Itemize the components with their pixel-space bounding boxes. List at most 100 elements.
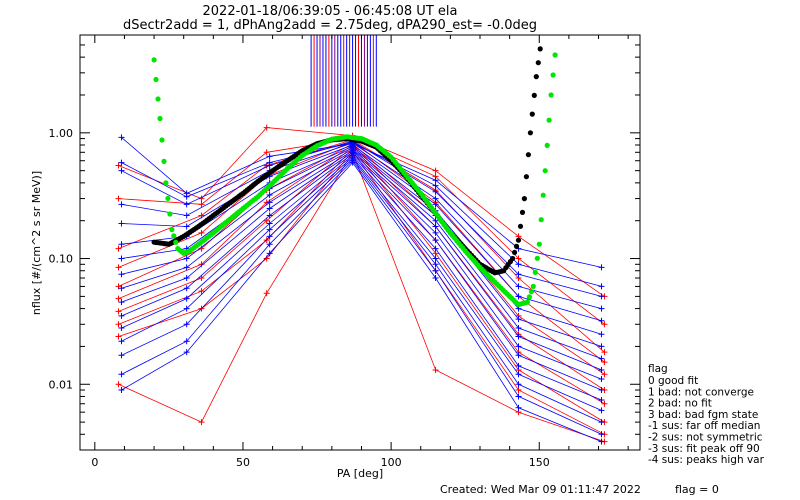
red-profile-point <box>115 321 122 328</box>
green-fit-dot <box>546 117 552 123</box>
blue-profile-point <box>432 217 439 224</box>
blue-profile-point <box>349 159 356 166</box>
green-fit-dot <box>530 283 536 289</box>
red-profile-point <box>115 333 122 340</box>
blue-profile-point <box>183 338 190 345</box>
red-profile-point <box>115 295 122 302</box>
blue-profile-point <box>266 205 273 212</box>
black-fit-dot <box>523 174 530 180</box>
plot-frame <box>79 34 641 451</box>
red-profile-point <box>601 371 608 378</box>
blue-profile-point <box>515 343 522 350</box>
x-tick-label: 0 <box>91 456 98 469</box>
green-fit-dot <box>155 96 161 102</box>
blue-profile-point <box>183 255 190 262</box>
legend-entry: 2 bad: no fit <box>648 398 712 410</box>
blue-profile-point <box>266 212 273 219</box>
green-fit-dot <box>173 239 179 245</box>
red-profile-point <box>432 366 439 373</box>
blue-profile-point <box>598 407 605 414</box>
green-fit-dot <box>151 57 157 63</box>
blue-profile-point <box>515 404 522 411</box>
blue-profile-point <box>183 201 190 208</box>
chart-title: 2022-01-18/06:39:05 - 06:45:08 UT ela <box>203 4 458 19</box>
green-fit-dot <box>542 168 548 174</box>
red-profile-point <box>601 359 608 366</box>
green-fit-dot <box>153 76 159 83</box>
y-axis-label: nflux [#/(cm^2 s sr MeV)] <box>30 171 43 315</box>
blue-profile-point <box>598 305 605 312</box>
blue-profile-point <box>598 343 605 350</box>
flag-value: flag = 0 <box>675 483 719 496</box>
black-fit-dot <box>531 92 537 98</box>
red-profile-point <box>515 255 522 262</box>
red-profile-point <box>263 149 270 156</box>
y-tick-label: 1.00 <box>49 127 74 140</box>
black-fit-dot <box>515 237 522 243</box>
red-profile-point <box>263 124 270 131</box>
blue-profile-point <box>432 229 439 236</box>
blue-profile-point <box>598 438 605 445</box>
x-tick-label: 100 <box>381 456 402 469</box>
blue-profile-point <box>118 241 125 248</box>
legend-entry: -4 sus: peaks high var <box>648 454 765 466</box>
blue-profile-point <box>432 245 439 252</box>
blue-profile-point <box>183 193 190 200</box>
green-fit-dot <box>544 142 550 148</box>
blue-profile-point <box>432 188 439 195</box>
blue-profile-point <box>515 371 522 378</box>
blue-profile-point <box>183 295 190 302</box>
blue-profile-point <box>118 387 125 394</box>
red-profile-point <box>601 400 608 407</box>
blue-profile-point <box>118 159 125 166</box>
green-fit-dot <box>536 241 542 247</box>
blue-profile-point <box>515 393 522 400</box>
red-profile-point <box>515 387 522 394</box>
blue-profile-point <box>183 223 190 230</box>
blue-profile-point <box>515 333 522 340</box>
green-fit-dot <box>532 269 538 275</box>
green-fit-dot <box>165 195 171 201</box>
y-tick-label: 0.10 <box>49 253 74 266</box>
blue-profile-point <box>432 267 439 274</box>
black-fit-dot <box>529 111 535 117</box>
blue-profile-line <box>121 150 602 371</box>
blue-profile-point <box>118 352 125 359</box>
blue-profile-point <box>118 220 125 227</box>
red-profile-point <box>115 308 122 315</box>
green-fit-dot <box>159 137 165 143</box>
blue-profile-point <box>183 349 190 356</box>
chart-subtitle: dSectr2add = 1, dPhAng2add = 2.75deg, dP… <box>123 18 537 33</box>
data-layer <box>115 35 608 445</box>
blue-profile-point <box>432 261 439 268</box>
blue-profile-point <box>432 177 439 184</box>
blue-profile-point <box>515 261 522 268</box>
blue-profile-point <box>598 317 605 324</box>
green-fit-dot <box>157 115 163 122</box>
blue-profile-point <box>598 366 605 373</box>
red-profile-line <box>118 139 605 353</box>
legend-title: flag <box>648 363 668 375</box>
blue-profile-point <box>266 226 273 233</box>
blue-profile-point <box>515 316 522 323</box>
blue-profile-point <box>432 195 439 202</box>
blue-profile-point <box>515 293 522 300</box>
legend-entry: -2 sus: not symmetric <box>648 432 763 444</box>
blue-profile-point <box>598 396 605 403</box>
red-profile-point <box>198 275 205 282</box>
black-fit-dot <box>509 255 516 262</box>
legend-entry: 1 bad: not converge <box>648 386 754 398</box>
blue-profile-point <box>266 192 273 199</box>
black-fit-dot <box>533 74 539 80</box>
green-fit-dot <box>524 299 531 305</box>
x-axis-label: PA [deg] <box>337 467 383 480</box>
blue-profile-point <box>118 134 125 141</box>
blue-profile-point <box>118 371 125 378</box>
blue-profile-point <box>598 331 605 338</box>
blue-profile-point <box>432 237 439 244</box>
blue-profile-point <box>183 275 190 282</box>
blue-profile-point <box>515 381 522 388</box>
axes: 0 50 100 150 0.01 0.10 1.00 <box>49 34 640 469</box>
red-profile-point <box>263 290 270 297</box>
green-fit-dot <box>528 289 535 295</box>
